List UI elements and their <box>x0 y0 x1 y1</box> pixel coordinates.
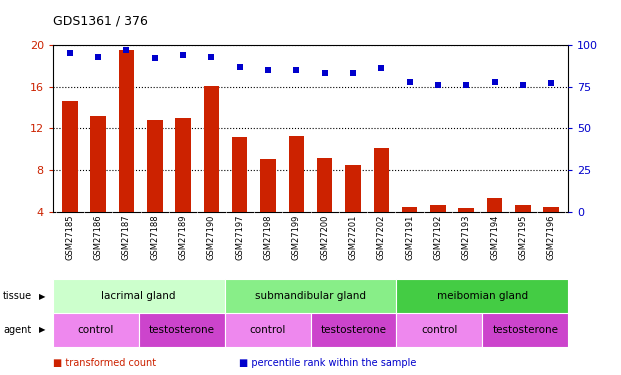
Bar <box>430 205 446 212</box>
Text: ▶: ▶ <box>39 326 45 334</box>
Point <box>376 65 386 71</box>
Text: GSM27196: GSM27196 <box>546 214 556 260</box>
Bar <box>402 207 417 212</box>
Text: control: control <box>421 325 458 335</box>
Text: GSM27202: GSM27202 <box>377 214 386 260</box>
Point <box>150 56 160 62</box>
Bar <box>53 279 225 313</box>
Point <box>518 82 528 88</box>
Point <box>206 54 216 60</box>
Text: GSM27192: GSM27192 <box>433 214 442 260</box>
Point <box>122 47 132 53</box>
Text: lacrimal gland: lacrimal gland <box>101 291 176 301</box>
Text: GSM27189: GSM27189 <box>179 214 188 260</box>
Text: GSM27191: GSM27191 <box>405 214 414 260</box>
Text: testosterone: testosterone <box>148 325 215 335</box>
Bar <box>396 313 483 347</box>
Bar <box>147 120 163 212</box>
Bar <box>515 205 531 212</box>
Bar <box>175 118 191 212</box>
Bar <box>396 279 568 313</box>
Point <box>489 79 499 85</box>
Text: ■ transformed count: ■ transformed count <box>53 358 156 368</box>
Text: testosterone: testosterone <box>320 325 386 335</box>
Bar <box>204 86 219 212</box>
Bar <box>260 159 276 212</box>
Bar <box>310 313 396 347</box>
Point <box>65 50 75 56</box>
Text: ■ percentile rank within the sample: ■ percentile rank within the sample <box>239 358 417 368</box>
Text: testosterone: testosterone <box>492 325 558 335</box>
Point <box>405 79 415 85</box>
Bar <box>289 136 304 212</box>
Text: GSM27201: GSM27201 <box>348 214 358 260</box>
Text: GSM27188: GSM27188 <box>150 214 159 260</box>
Text: GSM27193: GSM27193 <box>462 214 471 260</box>
Point <box>433 82 443 88</box>
Bar <box>373 148 389 212</box>
Point <box>263 67 273 73</box>
Bar <box>543 207 559 212</box>
Text: control: control <box>250 325 286 335</box>
Point <box>235 64 245 70</box>
Bar <box>53 313 138 347</box>
Bar <box>119 50 134 212</box>
Bar <box>232 137 248 212</box>
Text: GDS1361 / 376: GDS1361 / 376 <box>53 15 148 28</box>
Text: ▶: ▶ <box>39 292 45 301</box>
Text: agent: agent <box>3 325 31 335</box>
Point <box>291 67 301 73</box>
Text: meibomian gland: meibomian gland <box>437 291 528 301</box>
Point <box>93 54 103 60</box>
Bar <box>138 313 225 347</box>
Bar <box>90 116 106 212</box>
Point <box>320 70 330 76</box>
Bar <box>225 279 396 313</box>
Text: GSM27195: GSM27195 <box>519 214 527 260</box>
Text: GSM27197: GSM27197 <box>235 214 244 260</box>
Bar <box>345 165 361 212</box>
Text: GSM27194: GSM27194 <box>490 214 499 260</box>
Text: GSM27190: GSM27190 <box>207 214 216 260</box>
Text: GSM27200: GSM27200 <box>320 214 329 260</box>
Bar <box>317 158 332 212</box>
Bar <box>225 313 310 347</box>
Bar <box>487 198 502 212</box>
Text: GSM27187: GSM27187 <box>122 214 131 260</box>
Text: tissue: tissue <box>3 291 32 301</box>
Point <box>178 52 188 58</box>
Bar <box>483 313 568 347</box>
Text: GSM27185: GSM27185 <box>65 214 75 260</box>
Text: GSM27199: GSM27199 <box>292 214 301 260</box>
Text: GSM27186: GSM27186 <box>94 214 102 260</box>
Bar <box>458 208 474 212</box>
Point <box>546 80 556 86</box>
Point <box>348 70 358 76</box>
Point <box>461 82 471 88</box>
Text: GSM27198: GSM27198 <box>263 214 273 260</box>
Text: submandibular gland: submandibular gland <box>255 291 366 301</box>
Text: control: control <box>78 325 114 335</box>
Bar <box>62 101 78 212</box>
